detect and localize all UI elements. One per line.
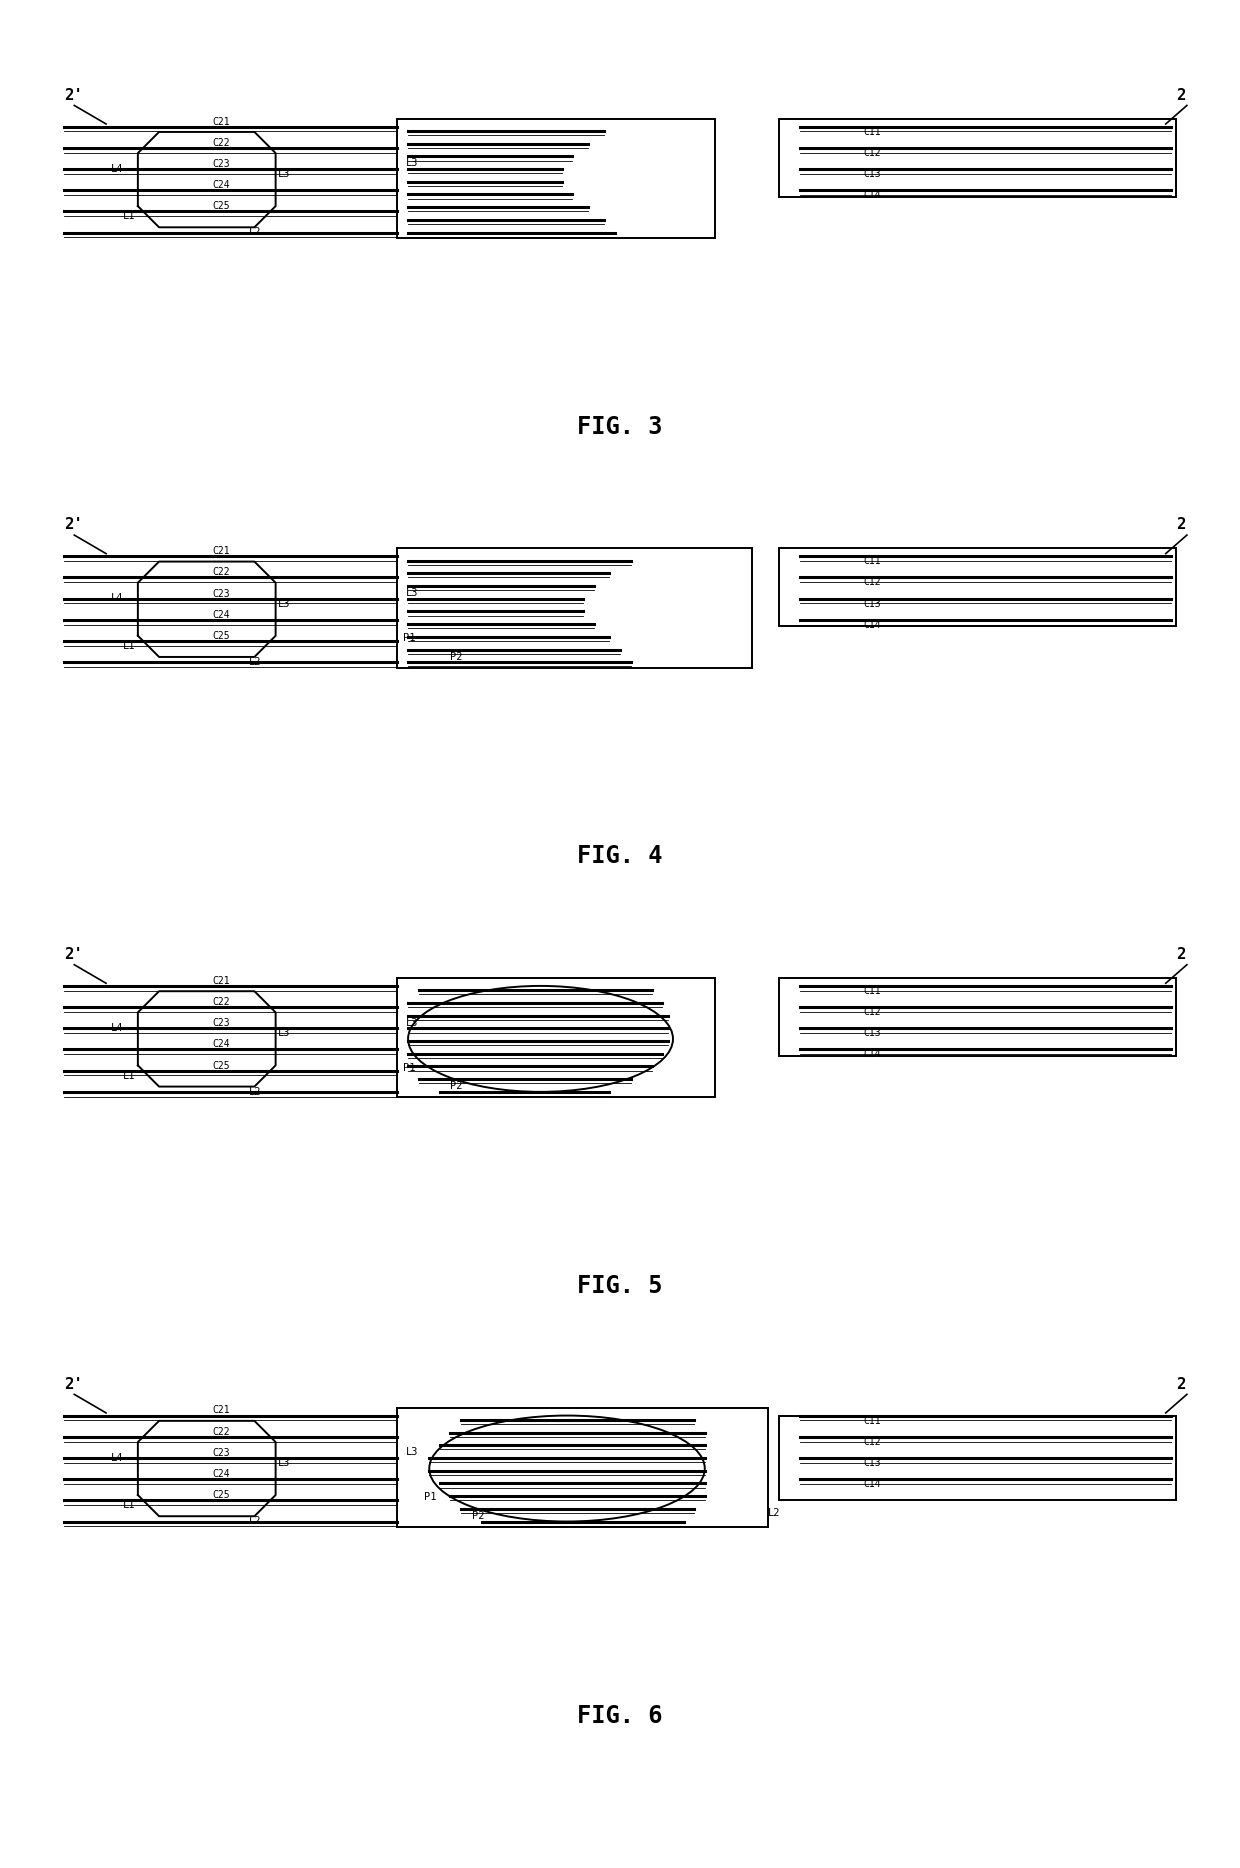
Text: L1: L1 bbox=[123, 1500, 135, 1509]
Text: L4: L4 bbox=[112, 594, 124, 603]
Text: C13: C13 bbox=[864, 598, 882, 609]
Text: L3: L3 bbox=[278, 598, 290, 609]
Text: C24: C24 bbox=[212, 609, 229, 620]
Text: L3: L3 bbox=[278, 1457, 290, 1468]
Text: L3: L3 bbox=[405, 1448, 418, 1457]
Text: L4: L4 bbox=[112, 164, 124, 174]
Text: C11: C11 bbox=[864, 557, 882, 566]
Text: L3: L3 bbox=[405, 588, 418, 598]
Text: C13: C13 bbox=[864, 1457, 882, 1468]
Text: 2: 2 bbox=[1177, 88, 1185, 103]
Text: C25: C25 bbox=[212, 202, 229, 211]
Text: L3: L3 bbox=[405, 1018, 418, 1027]
Text: C23: C23 bbox=[212, 588, 229, 598]
Text: P2: P2 bbox=[471, 1511, 484, 1521]
Bar bbox=[398, 549, 753, 667]
Text: C21: C21 bbox=[212, 975, 229, 986]
Text: P1: P1 bbox=[403, 1063, 415, 1072]
Text: C12: C12 bbox=[864, 1436, 882, 1446]
Text: L1: L1 bbox=[123, 211, 135, 220]
Text: C14: C14 bbox=[864, 1050, 882, 1059]
Bar bbox=[779, 120, 1177, 196]
Text: C22: C22 bbox=[212, 138, 229, 148]
Text: P1: P1 bbox=[424, 1493, 436, 1502]
Text: P2: P2 bbox=[450, 652, 463, 661]
Text: C22: C22 bbox=[212, 998, 229, 1007]
Text: 2': 2' bbox=[63, 947, 82, 962]
Text: C21: C21 bbox=[212, 545, 229, 557]
Text: C24: C24 bbox=[212, 1468, 229, 1479]
Text: C14: C14 bbox=[864, 191, 882, 200]
Text: C12: C12 bbox=[864, 1007, 882, 1016]
Text: C25: C25 bbox=[212, 1491, 229, 1500]
Text: 2: 2 bbox=[1177, 947, 1185, 962]
Text: L2: L2 bbox=[769, 1507, 781, 1519]
Text: 2': 2' bbox=[63, 517, 82, 532]
Text: L1: L1 bbox=[123, 641, 135, 650]
Text: FIG. 6: FIG. 6 bbox=[578, 1704, 662, 1728]
Text: P1: P1 bbox=[403, 633, 415, 643]
Text: FIG. 3: FIG. 3 bbox=[578, 415, 662, 439]
Text: C21: C21 bbox=[212, 1405, 229, 1416]
Text: L2: L2 bbox=[249, 1087, 262, 1097]
Text: C21: C21 bbox=[212, 116, 229, 127]
Text: L4: L4 bbox=[112, 1024, 124, 1033]
Text: 2': 2' bbox=[63, 88, 82, 103]
Text: L2: L2 bbox=[249, 228, 262, 237]
Text: C24: C24 bbox=[212, 1039, 229, 1050]
Text: L3: L3 bbox=[278, 168, 290, 179]
Text: 2: 2 bbox=[1177, 1377, 1185, 1392]
Text: C23: C23 bbox=[212, 1018, 229, 1027]
Text: C13: C13 bbox=[864, 1027, 882, 1039]
Text: C13: C13 bbox=[864, 168, 882, 179]
Text: FIG. 5: FIG. 5 bbox=[578, 1274, 662, 1298]
Text: C11: C11 bbox=[864, 986, 882, 996]
Text: 2: 2 bbox=[1177, 517, 1185, 532]
Text: C11: C11 bbox=[864, 1416, 882, 1425]
Bar bbox=[779, 1416, 1177, 1500]
Text: C11: C11 bbox=[864, 127, 882, 136]
Text: L4: L4 bbox=[112, 1453, 124, 1463]
Bar bbox=[779, 979, 1177, 1055]
Text: C22: C22 bbox=[212, 568, 229, 577]
Bar bbox=[398, 1408, 769, 1526]
Text: FIG. 4: FIG. 4 bbox=[578, 844, 662, 869]
Text: C12: C12 bbox=[864, 148, 882, 157]
Text: C24: C24 bbox=[212, 179, 229, 191]
Text: C23: C23 bbox=[212, 1448, 229, 1457]
Text: C14: C14 bbox=[864, 620, 882, 630]
Text: C23: C23 bbox=[212, 159, 229, 168]
Bar bbox=[398, 979, 715, 1097]
Text: P2: P2 bbox=[450, 1082, 463, 1091]
Text: L2: L2 bbox=[249, 1517, 262, 1526]
Text: L2: L2 bbox=[249, 658, 262, 667]
Text: 2': 2' bbox=[63, 1377, 82, 1392]
Text: C25: C25 bbox=[212, 631, 229, 641]
Bar bbox=[779, 549, 1177, 626]
Text: C22: C22 bbox=[212, 1427, 229, 1436]
Bar bbox=[398, 120, 715, 237]
Text: L3: L3 bbox=[405, 159, 418, 168]
Text: C12: C12 bbox=[864, 577, 882, 587]
Text: L1: L1 bbox=[123, 1070, 135, 1080]
Text: L3: L3 bbox=[278, 1027, 290, 1039]
Text: C14: C14 bbox=[864, 1479, 882, 1489]
Text: C25: C25 bbox=[212, 1061, 229, 1070]
